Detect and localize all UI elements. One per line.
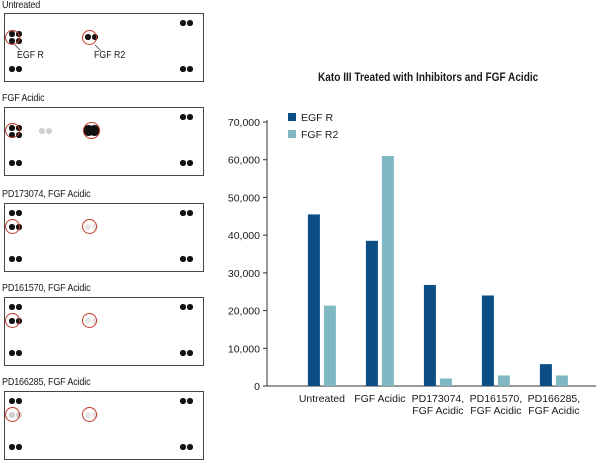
reference-spot xyxy=(9,66,15,72)
y-tick-label: 40,000 xyxy=(228,230,260,242)
y-tick-label: 70,000 xyxy=(228,117,260,129)
blot-pd161570 xyxy=(4,297,204,366)
bar-egfr xyxy=(423,284,436,386)
x-tick-label: FGF Acidic xyxy=(470,405,521,417)
reference-spot xyxy=(180,444,186,450)
reference-spot xyxy=(187,350,193,356)
blot-untreated: EGF R FGF R2 xyxy=(4,13,204,82)
bar-fgfr2 xyxy=(555,375,568,386)
reference-spot xyxy=(180,160,186,166)
legend-label: EGF R xyxy=(301,112,334,124)
bar-fgfr2 xyxy=(439,378,452,386)
fgfr2-highlight-circle xyxy=(82,313,97,328)
reference-spot xyxy=(9,160,15,166)
fgfr2-annotation: FGF R2 xyxy=(94,50,126,61)
reference-spot xyxy=(16,160,22,166)
reference-spot xyxy=(187,210,193,216)
reference-spot xyxy=(180,20,186,26)
chart-title: Kato III Treated with Inhibitors and FGF… xyxy=(318,70,539,84)
bar-egfr xyxy=(481,295,494,386)
reference-spot xyxy=(180,114,186,120)
reference-spot xyxy=(187,160,193,166)
y-tick-label: 10,000 xyxy=(228,343,260,355)
bar-egfr xyxy=(539,364,552,386)
bar-fgfr2 xyxy=(323,305,336,386)
reference-spot xyxy=(187,256,193,262)
reference-spot xyxy=(16,304,22,310)
reference-spot xyxy=(180,210,186,216)
bar-egfr xyxy=(307,214,320,386)
blot-fgf-acidic xyxy=(4,107,204,176)
egfr-highlight-circle xyxy=(5,313,20,328)
reference-spot xyxy=(180,398,186,404)
blot-pd166285-label: PD166285, FGF Acidic xyxy=(2,376,91,388)
blot-pd161570-label: PD161570, FGF Acidic xyxy=(2,282,91,294)
egfr-spot xyxy=(16,132,22,138)
reference-spot xyxy=(180,304,186,310)
reference-spot xyxy=(9,304,15,310)
reference-spot xyxy=(16,444,22,450)
y-tick-label: 50,000 xyxy=(228,192,260,204)
faint-spot xyxy=(39,128,45,134)
reference-spot xyxy=(180,66,186,72)
fgfr2-highlight-circle xyxy=(82,30,97,45)
fgfr2-highlight-circle xyxy=(82,219,97,234)
blot-pd166285 xyxy=(4,391,204,460)
y-tick-label: 60,000 xyxy=(228,155,260,167)
y-tick-label: 20,000 xyxy=(228,306,260,318)
egfr-highlight-circle xyxy=(5,123,20,138)
reference-spot xyxy=(187,114,193,120)
blot-untreated-label: Untreated xyxy=(2,0,41,11)
reference-spot xyxy=(9,444,15,450)
annotation-leader-lines xyxy=(14,44,102,52)
egfr-highlight-circle xyxy=(5,30,20,45)
blot-pd173074 xyxy=(4,203,204,272)
reference-spot xyxy=(9,398,15,404)
x-tick-label: FGF Acidic xyxy=(354,393,405,405)
reference-spot xyxy=(187,304,193,310)
bar-egfr xyxy=(365,240,378,386)
legend-label: FGF R2 xyxy=(301,129,338,141)
x-tick-label: PD161570, xyxy=(470,393,523,405)
reference-spot xyxy=(9,210,15,216)
reference-spot xyxy=(16,256,22,262)
x-tick-label: FGF Acidic xyxy=(412,405,463,417)
reference-spot xyxy=(9,256,15,262)
y-tick-label: 30,000 xyxy=(228,268,260,280)
x-tick-label: FGF Acidic xyxy=(528,405,579,417)
x-tick-label: PD166285, xyxy=(528,393,581,405)
y-tick-label: 0 xyxy=(254,381,260,393)
blot-pd173074-label: PD173074, FGF Acidic xyxy=(2,188,91,200)
x-tick-label: Untreated xyxy=(299,393,345,405)
reference-spot xyxy=(187,444,193,450)
bar-fgfr2 xyxy=(497,375,510,386)
legend-swatch xyxy=(288,130,296,138)
fgfr2-highlight-circle xyxy=(83,122,100,139)
reference-spot xyxy=(16,350,22,356)
reference-spot xyxy=(180,256,186,262)
reference-spot xyxy=(187,398,193,404)
reference-spot xyxy=(16,66,22,72)
faint-spot xyxy=(46,128,52,134)
reference-spot xyxy=(16,398,22,404)
reference-spot xyxy=(187,20,193,26)
reference-spot xyxy=(180,350,186,356)
fgfr2-highlight-circle xyxy=(82,407,97,422)
blot-fgf-acidic-label: FGF Acidic xyxy=(2,92,45,104)
reference-spot xyxy=(16,210,22,216)
egfr-highlight-circle xyxy=(5,407,20,422)
reference-spot xyxy=(9,350,15,356)
egfr-annotation: EGF R xyxy=(17,50,44,61)
x-tick-label: PD173074, xyxy=(412,393,465,405)
legend-swatch xyxy=(288,113,296,121)
egfr-highlight-circle xyxy=(5,219,20,234)
reference-spot xyxy=(187,66,193,72)
bar-fgfr2 xyxy=(381,155,394,386)
